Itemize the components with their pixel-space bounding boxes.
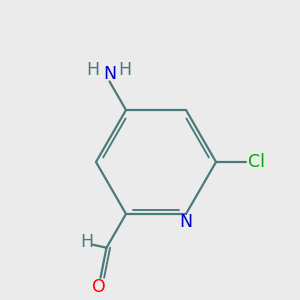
Text: H: H — [118, 61, 132, 79]
Text: H: H — [80, 233, 94, 251]
Text: O: O — [92, 278, 106, 296]
Text: N: N — [103, 65, 117, 83]
Text: N: N — [179, 213, 193, 231]
Text: H: H — [86, 61, 100, 79]
Text: Cl: Cl — [248, 153, 265, 171]
